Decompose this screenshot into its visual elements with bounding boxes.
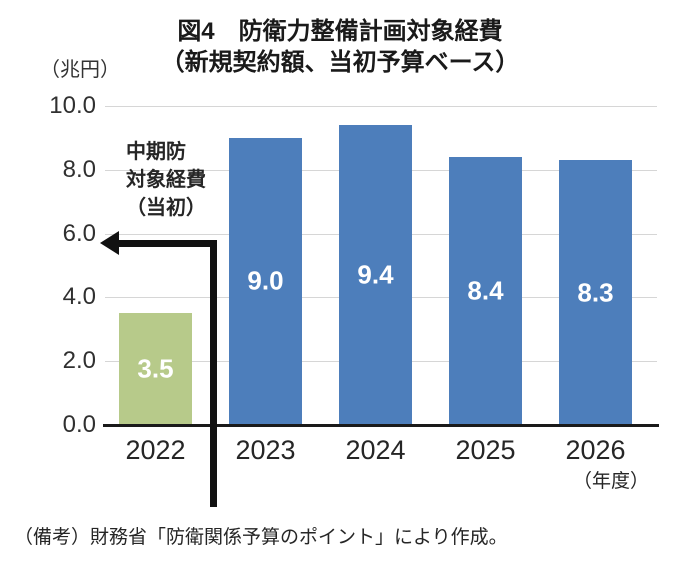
x-axis-line [103,424,659,427]
y-tick-label: 4.0 [62,283,96,311]
x-axis-unit-label: （年度） [573,471,650,492]
y-tick-label: 2.0 [62,347,96,375]
bar-2023: 9.0 [229,137,302,425]
bar-value-label: 3.5 [137,353,174,384]
y-tick-label: 0.0 [62,411,96,438]
bar-value-label: 8.3 [577,277,614,308]
x-tick-label-2023: 2023 [235,435,296,465]
y-axis-unit-label: （兆円） [40,59,120,81]
annotation-arrow-horizontal-line [116,240,217,247]
y-tick-label: 8.0 [62,155,96,183]
annotation-arrow-vertical-line [210,240,217,507]
bar-value-label: 9.4 [357,259,394,290]
x-tick-label-2026: 2026 [565,435,626,465]
y-tick-label: 6.0 [62,219,96,247]
bar-value-label: 8.4 [467,275,504,306]
bar-2024: 9.4 [339,125,412,425]
x-tick-label-2025: 2025 [455,435,516,465]
chart-title-line1: 図4 防衛力整備計画対象経費 [177,18,503,45]
plot-area: 3.5 9.0 9.4 8.4 8.3 [105,106,657,425]
bar-2026: 8.3 [559,160,632,425]
annotation-line1: 中期防 [126,141,186,163]
annotation-arrow-head-icon [100,231,119,255]
source-note: （備考）財務省「防衛関係予算のポイント」により作成。 [14,527,508,548]
x-tick-label-2022: 2022 [125,435,186,465]
bar-value-label: 9.0 [247,265,284,296]
x-tick-label-2024: 2024 [345,435,406,465]
chart-title-line2: （新規契約額、当初予算ベース） [160,49,520,76]
bar-2025: 8.4 [449,157,522,425]
annotation-line3: （当初） [126,197,206,219]
y-tick-label: 10.0 [49,92,96,119]
bar-2022: 3.5 [119,313,192,425]
annotation-line2: 対象経費 [126,169,206,191]
annotation-text: 中期防 対象経費 （当初） [126,138,206,222]
gridline [105,106,657,107]
chart-title: 図4 防衛力整備計画対象経費 （新規契約額、当初予算ベース） [0,16,680,78]
